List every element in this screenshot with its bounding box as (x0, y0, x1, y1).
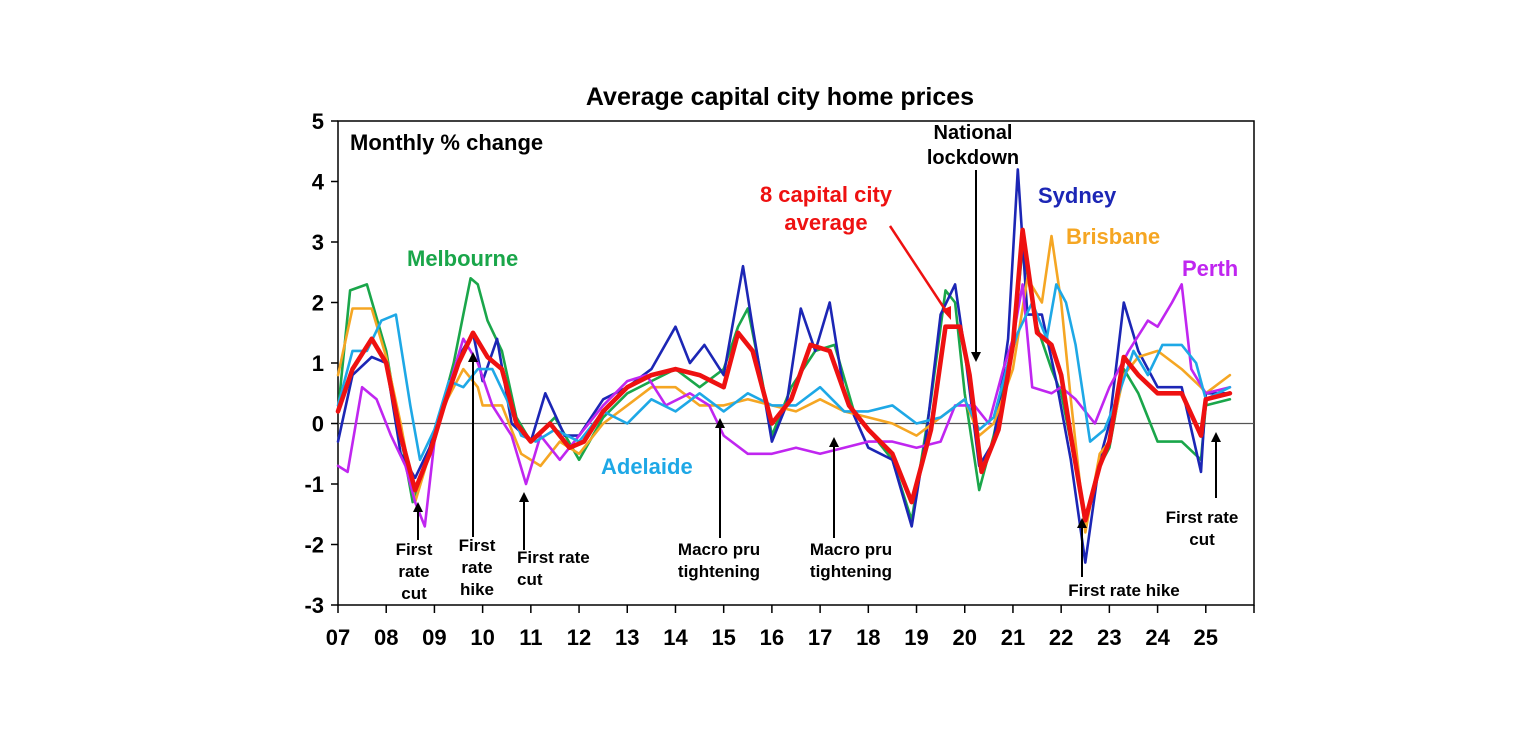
y-axis: 5 4 3 2 1 0 -1 -2 -3 (304, 109, 338, 618)
annotation-arrow-head (413, 502, 423, 512)
annotation-5: Macro pru tightening (810, 437, 892, 581)
chart-subtitle: Monthly % change (350, 130, 543, 155)
annotation-text: rate (398, 562, 429, 581)
annotation-arrow-head (715, 418, 725, 428)
x-tick-label: 20 (952, 625, 976, 650)
annotation-7: First rate hike (1068, 518, 1180, 600)
series-label-sydney: Sydney (1038, 183, 1117, 208)
x-axis: 07 08 09 10 11 12 13 14 15 16 17 18 19 20 21 22 23 24 25 (326, 605, 1255, 650)
x-tick-label: 24 (1145, 625, 1170, 650)
annotation-arrow-head (468, 352, 478, 362)
x-tick-label: 08 (374, 625, 398, 650)
annotation-text: First rate hike (1068, 581, 1180, 600)
annotation-8: First rate cut (1166, 432, 1239, 549)
annotation-text: First rate (517, 548, 590, 567)
x-tick-label: 13 (615, 625, 639, 650)
chart-title: Average capital city home prices (586, 83, 974, 111)
series-line-8-capital-city-average (335, 227, 1233, 523)
annotation-arrow-head (829, 437, 839, 447)
y-tick-label: 5 (312, 109, 324, 134)
y-tick-label: 1 (312, 351, 324, 376)
annotation-4: Macro pru tightening (678, 418, 760, 581)
x-tick-label: 16 (760, 625, 784, 650)
x-tick-label: 15 (711, 625, 735, 650)
series-labels: Melbourne Sydney Brisbane Perth Adelaide 8 ca… (407, 182, 1238, 479)
y-tick-label: 4 (312, 170, 325, 195)
annotation-1: First rate cut (396, 502, 433, 603)
x-tick-label: 17 (808, 625, 832, 650)
series-label-adelaide: Adelaide (601, 454, 693, 479)
annotation-arrow-head (971, 352, 981, 362)
annotation-text: cut (1189, 530, 1215, 549)
annotation-text: First rate (1166, 508, 1239, 527)
x-tick-label: 21 (1001, 625, 1025, 650)
x-tick-label: 12 (567, 625, 591, 650)
annotation-text: National (934, 122, 1013, 144)
annotation-text: hike (460, 580, 494, 599)
x-tick-label: 25 (1194, 625, 1218, 650)
series-line-adelaide (336, 283, 1232, 462)
series-line-sydney (336, 168, 1232, 564)
x-tick-label: 11 (519, 625, 542, 650)
annotation-text: tightening (678, 562, 760, 581)
y-tick-label: 3 (312, 230, 324, 255)
x-tick-label: 14 (663, 625, 688, 650)
series-label-brisbane: Brisbane (1066, 224, 1160, 249)
x-tick-label: 07 (326, 625, 350, 650)
x-tick-label: 10 (470, 625, 494, 650)
y-tick-label: -1 (304, 472, 324, 497)
annotation-arrow-head (1077, 518, 1087, 528)
annotation-text: First (459, 536, 496, 555)
y-tick-label: 0 (312, 412, 324, 437)
y-tick-label: -2 (304, 533, 324, 558)
series-label-8-capital-city: 8 capital city (760, 182, 893, 207)
average-pointer-head (942, 306, 951, 320)
y-tick-label: -3 (304, 593, 324, 618)
y-tick-label: 2 (312, 291, 324, 316)
annotation-2: First rate hike (459, 352, 496, 599)
annotation-text: tightening (810, 562, 892, 581)
annotation-text: First (396, 540, 433, 559)
annotations: First rate cut First rate hike First rate cut Ma… (396, 122, 1239, 603)
series-lines (335, 168, 1233, 564)
series-label-melbourne: Melbourne (407, 246, 518, 271)
annotation-6: National lockdown (927, 122, 1019, 362)
annotation-3: First rate cut (517, 492, 590, 589)
annotation-text: Macro pru (678, 540, 760, 559)
x-tick-label: 22 (1049, 625, 1073, 650)
x-tick-label: 18 (856, 625, 880, 650)
average-pointer-line (888, 225, 950, 315)
annotation-text: Macro pru (810, 540, 892, 559)
series-label-average: average (784, 210, 867, 235)
annotation-text: lockdown (927, 147, 1019, 169)
x-tick-label: 23 (1097, 625, 1121, 650)
annotation-arrow-head (1211, 432, 1221, 442)
annotation-text: cut (517, 570, 543, 589)
annotation-text: rate (461, 558, 492, 577)
x-tick-label: 09 (422, 625, 446, 650)
annotation-text: cut (401, 584, 427, 603)
series-label-perth: Perth (1182, 256, 1238, 281)
x-tick-label: 19 (904, 625, 928, 650)
annotation-arrow-head (519, 492, 529, 502)
